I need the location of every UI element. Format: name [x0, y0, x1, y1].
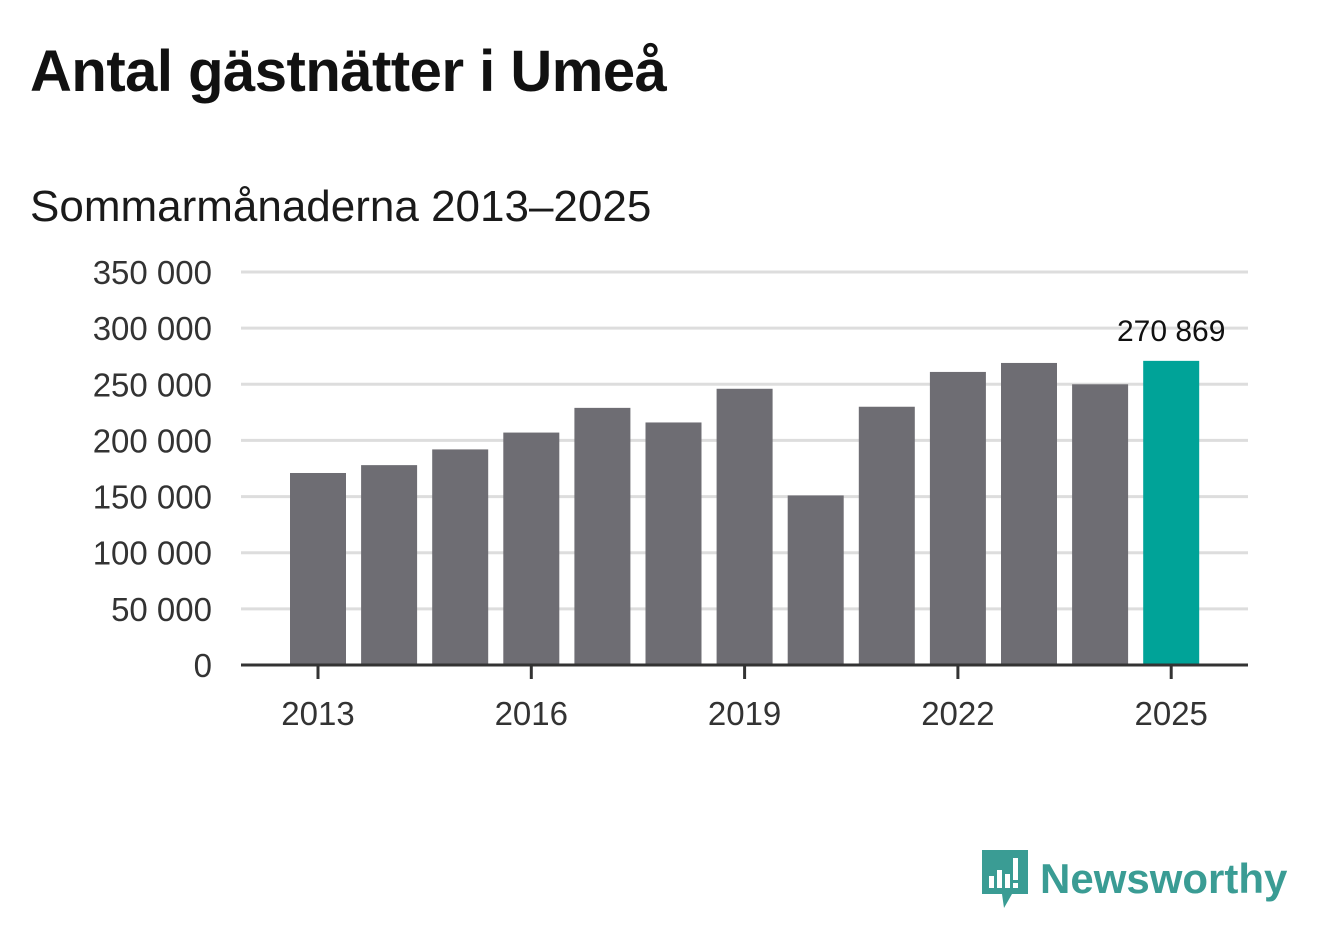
data-label: 270 869	[1117, 315, 1225, 348]
bar-2018	[645, 422, 702, 665]
data-labels: 270 869	[1117, 315, 1225, 348]
x-tick-label: 2013	[281, 695, 354, 732]
newsworthy-logo-icon	[982, 850, 1028, 908]
y-tick-label: 250 000	[93, 366, 212, 403]
y-tick-label: 200 000	[93, 422, 212, 459]
bar-chart: 0 50 000 100 000 150 000 200 000 250 000 300 0…	[93, 254, 1248, 732]
bar-2013	[290, 472, 346, 665]
bar-2019	[716, 388, 773, 665]
bar-2015	[432, 449, 489, 665]
x-tick-label: 2022	[921, 695, 994, 732]
y-tick-label: 50 000	[111, 591, 212, 628]
bar-2017	[574, 407, 631, 665]
bar-2014	[361, 465, 418, 665]
y-axis-ticks: 0 50 000 100 000 150 000 200 000 250 000 300 0…	[93, 254, 212, 684]
y-tick-label: 100 000	[93, 535, 212, 572]
y-tick-label: 350 000	[93, 254, 212, 291]
bar-2020	[787, 495, 844, 665]
bars	[290, 360, 1200, 665]
newsworthy-logo: Newsworthy	[980, 848, 1287, 910]
bar-2016	[503, 432, 560, 665]
x-tick-label: 2019	[708, 695, 781, 732]
x-axis-ticks: 2013 2016 2019 2022 2025	[281, 665, 1208, 732]
chart-title: Antal gästnätter i Umeå	[30, 39, 667, 104]
y-tick-label: 150 000	[93, 479, 212, 516]
x-tick-label: 2025	[1134, 695, 1207, 732]
bar-2024	[1072, 384, 1129, 665]
brand-name: Newsworthy	[1040, 855, 1288, 902]
bar-2021	[858, 406, 915, 665]
chart-subtitle: Sommarmånaderna 2013–2025	[30, 182, 652, 231]
y-tick-label: 300 000	[93, 310, 212, 347]
y-tick-label: 0	[194, 647, 212, 684]
bar-2022	[929, 371, 986, 665]
bar-2023	[1001, 362, 1057, 665]
x-tick-label: 2016	[495, 695, 568, 732]
bar-2025	[1143, 360, 1200, 665]
